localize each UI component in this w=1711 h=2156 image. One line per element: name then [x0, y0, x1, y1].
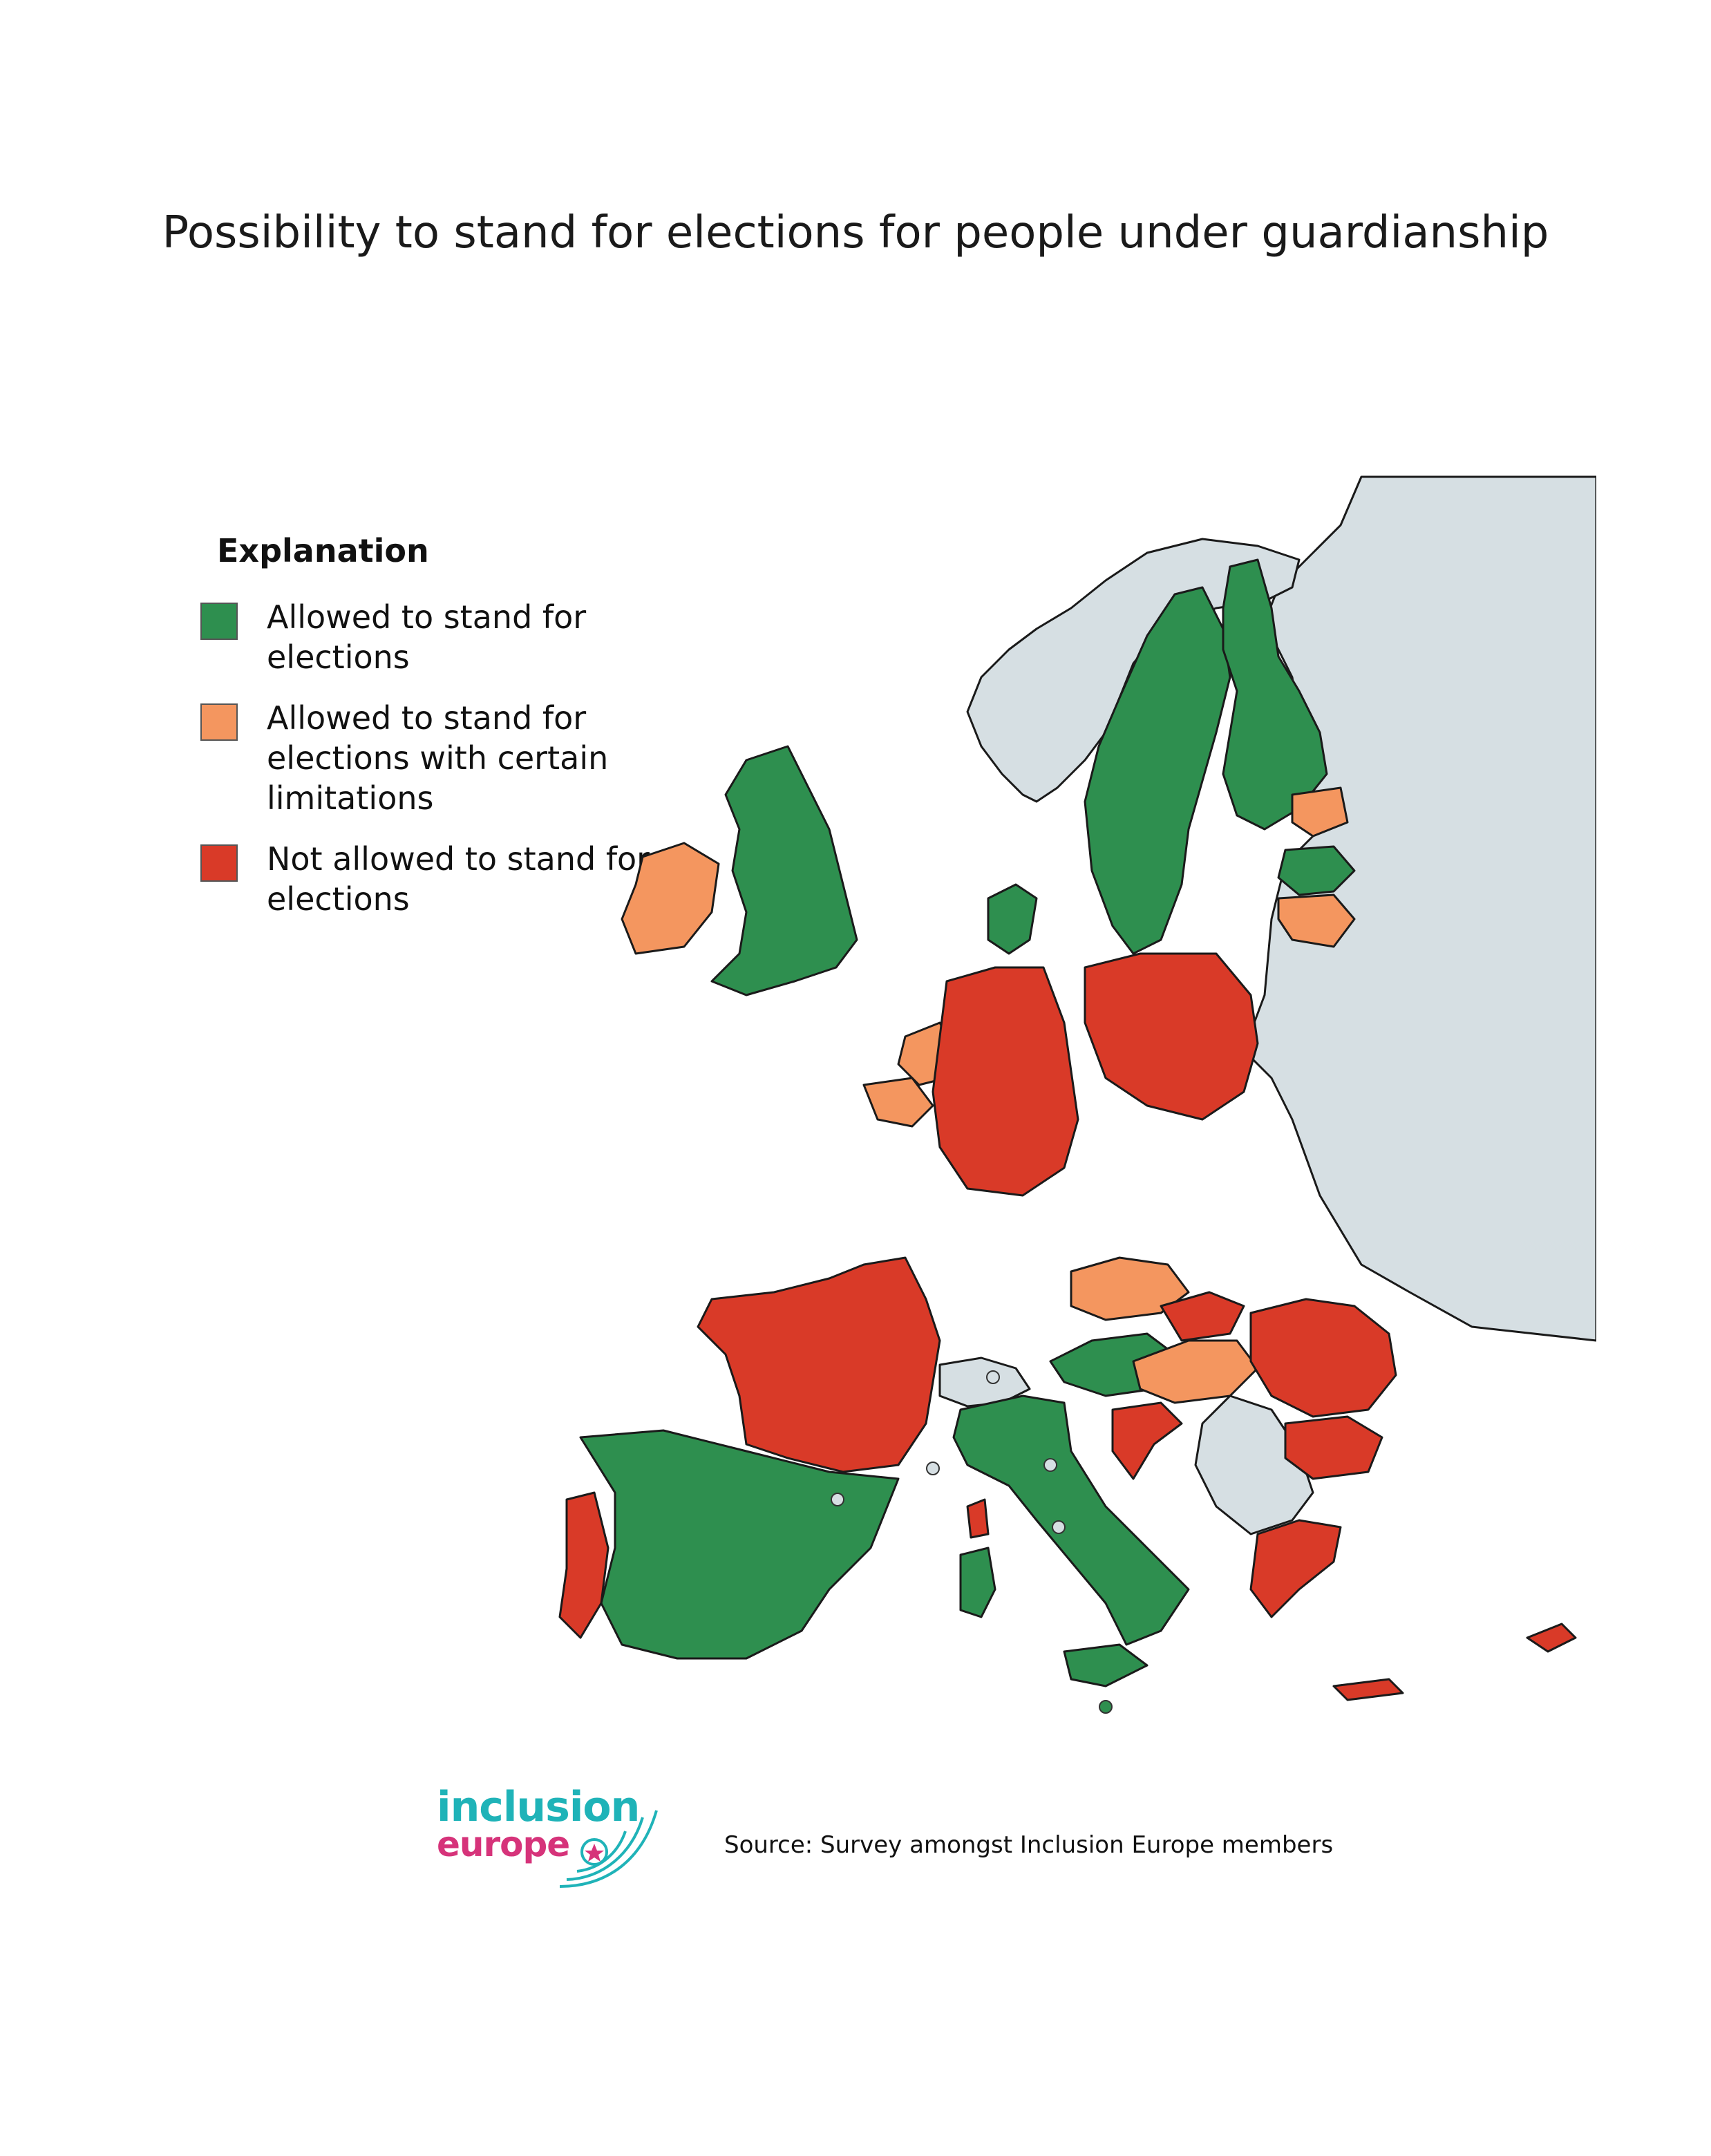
europe-map — [558, 475, 1596, 1714]
legend-label-limited: Allowed to stand for elections with cert… — [267, 699, 609, 817]
country-ireland — [621, 842, 720, 955]
inclusion-europe-logo: inclusion europe — [428, 1783, 663, 1893]
country-no-data-switzerland — [938, 1356, 1031, 1408]
country-greece — [1249, 1519, 1342, 1618]
country-poland — [1084, 952, 1259, 1121]
country-belgium — [862, 1077, 934, 1128]
country-hungary — [1132, 1339, 1259, 1404]
country-portugal — [558, 1491, 609, 1639]
microstate-marker-malta — [1099, 1700, 1113, 1714]
legend-heading: Explanation — [217, 532, 429, 569]
page-title: Possibility to stand for elections for p… — [162, 207, 1549, 258]
microstate-marker — [831, 1493, 844, 1506]
country-bulgaria — [1284, 1415, 1383, 1480]
country-italy — [952, 1394, 1190, 1646]
country-corsica — [966, 1498, 990, 1539]
legend-label-not-allowed: Not allowed to stand for elections — [267, 840, 650, 918]
country-united-kingdom — [710, 745, 858, 996]
logo-text-line2: europe — [437, 1824, 570, 1864]
country-slovakia — [1160, 1291, 1245, 1342]
legend-swatch-not-allowed — [200, 844, 238, 882]
country-denmark — [987, 883, 1038, 955]
country-no-data-norway — [966, 538, 1301, 803]
country-latvia — [1277, 845, 1356, 896]
country-lithuania — [1277, 893, 1356, 948]
source-note: Source: Survey amongst Inclusion Europe … — [724, 1831, 1334, 1859]
microstate-marker — [986, 1370, 1000, 1384]
country-estonia — [1291, 786, 1349, 838]
country-sweden — [1084, 586, 1231, 955]
legend-swatch-allowed — [200, 603, 238, 640]
legend-item-not-allowed: Not allowed to stand for elections — [200, 839, 698, 919]
legend-label-allowed: Allowed to stand for elections — [267, 598, 587, 676]
country-france — [697, 1256, 941, 1473]
country-finland — [1222, 558, 1328, 831]
legend-item-limited: Allowed to stand for elections with cert… — [200, 698, 698, 818]
legend: Explanation Allowed to stand for electio… — [200, 532, 698, 940]
country-cyprus — [1526, 1623, 1577, 1653]
country-crete — [1332, 1678, 1404, 1701]
legend-swatch-limited — [200, 703, 238, 741]
country-sicily — [1063, 1643, 1148, 1687]
logo-text-line1: inclusion — [437, 1783, 640, 1831]
country-germany — [932, 966, 1079, 1197]
logo-swirl-icon — [559, 1810, 658, 1888]
microstate-marker — [1052, 1520, 1066, 1534]
country-romania — [1249, 1298, 1397, 1418]
country-croatia — [1111, 1401, 1183, 1480]
country-spain — [579, 1429, 900, 1660]
country-sardinia — [959, 1547, 996, 1618]
microstate-marker — [1043, 1458, 1057, 1472]
legend-item-allowed: Allowed to stand for elections — [200, 597, 698, 677]
microstate-marker — [926, 1462, 940, 1475]
